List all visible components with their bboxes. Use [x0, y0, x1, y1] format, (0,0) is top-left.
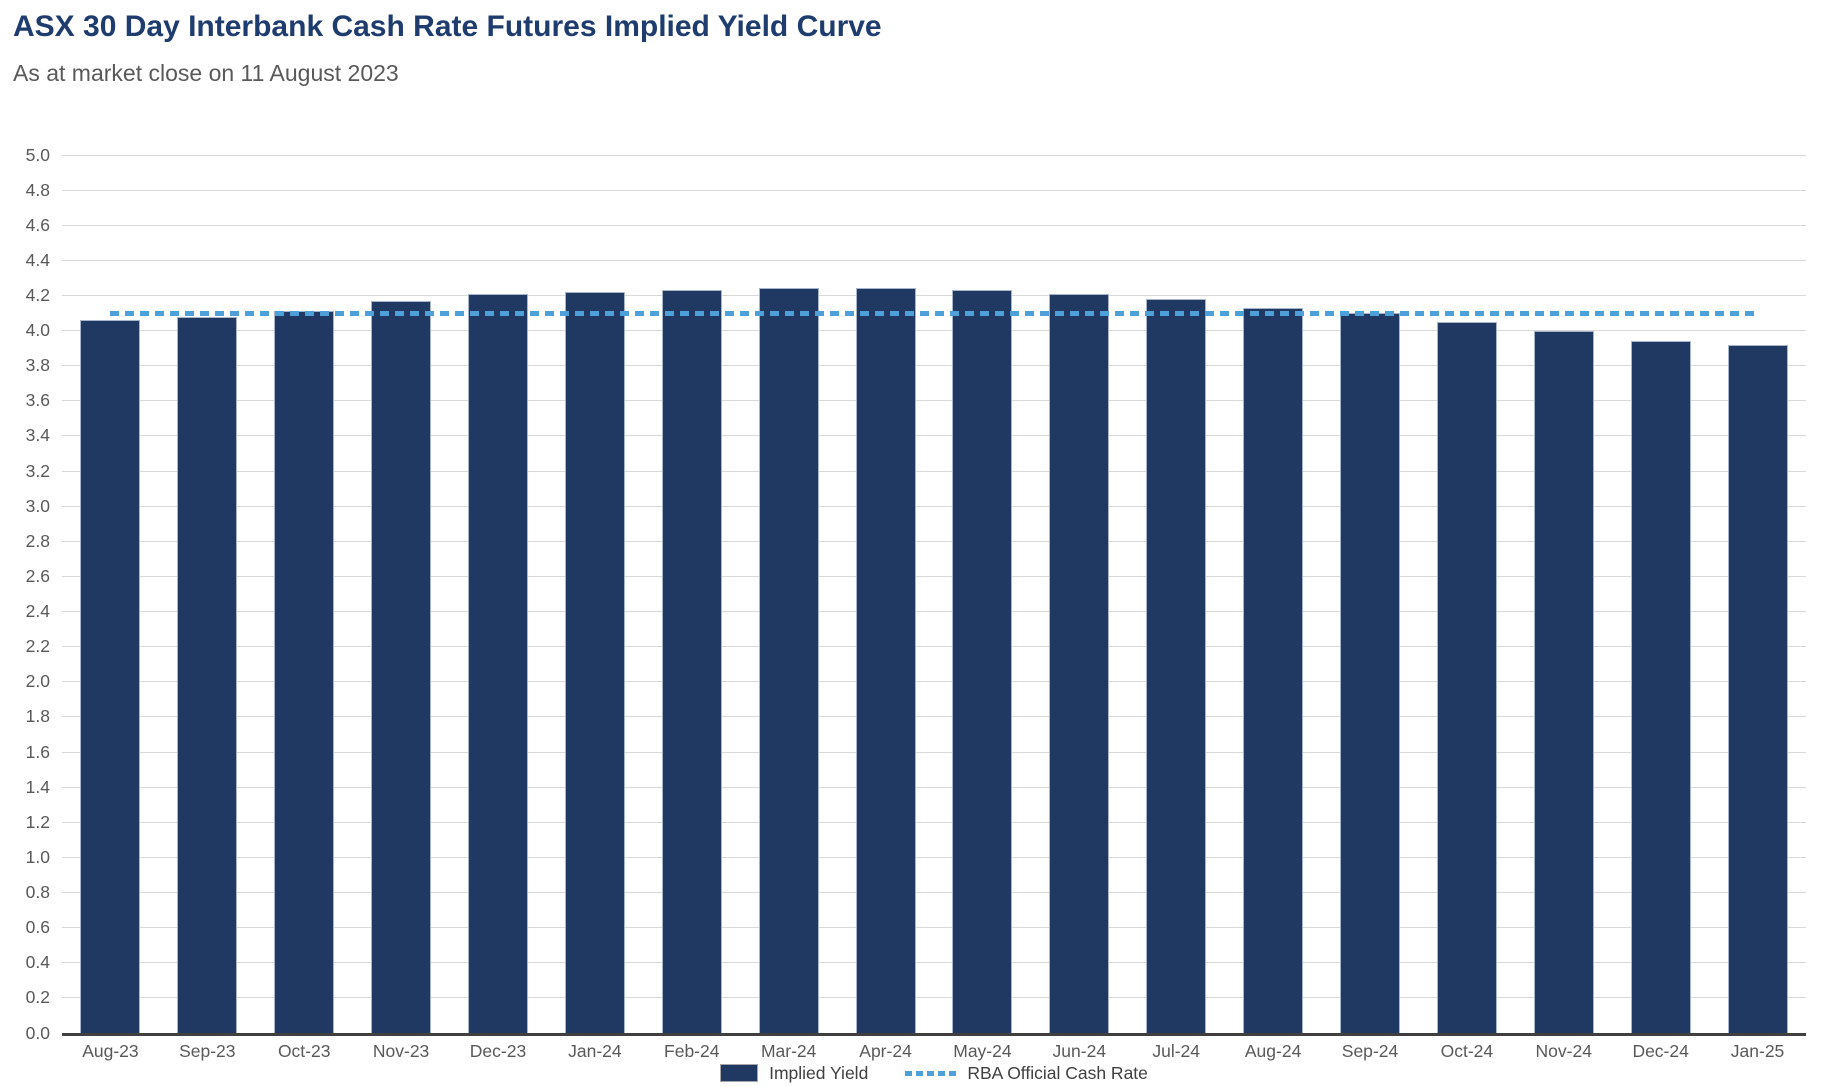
y-tick-label: 4.2: [25, 284, 50, 305]
x-tick-label: Jun-24: [1052, 1041, 1107, 1061]
x-tick-label: Oct-24: [1440, 1041, 1494, 1061]
bar-aug-24: [1243, 307, 1304, 1033]
x-tick-label: Aug-24: [1244, 1041, 1302, 1061]
x-tick-label: Sep-23: [179, 1041, 236, 1061]
bar-oct-24: [1436, 321, 1497, 1033]
y-tick-label: 2.0: [25, 671, 50, 692]
bar-dec-23: [468, 293, 528, 1033]
bar-oct-23: [274, 311, 335, 1033]
rba-cash-rate-line: [110, 310, 1758, 316]
gridline: [62, 540, 1806, 542]
y-axis: 0.0 0.2 0.4 0.6 0.8 1.0 1.2 1.4 1.6 1.8 2.0 2.2 2.4 2…: [0, 146, 50, 1041]
y-tick-label: 1.0: [25, 846, 50, 867]
y-tick-label: 4.0: [25, 319, 50, 340]
chart-subtitle: As at market close on 11 August 2023: [13, 60, 399, 86]
y-tick-label: 3.8: [25, 354, 50, 375]
x-tick-label: Apr-24: [859, 1041, 912, 1061]
legend-label-rba: RBA Official Cash Rate: [967, 1062, 1148, 1083]
y-tick-label: 4.6: [25, 214, 50, 235]
gridline: [62, 716, 1806, 718]
gridline: [62, 294, 1806, 296]
x-tick-label: Feb-24: [664, 1041, 720, 1061]
bar-jan-25: [1727, 344, 1788, 1033]
y-tick-label: 3.0: [25, 495, 50, 516]
gridline: [62, 400, 1806, 402]
y-tick-label: 2.2: [25, 635, 50, 656]
bar-nov-23: [371, 300, 432, 1033]
bar-apr-24: [855, 288, 916, 1033]
x-tick-label: Sep-24: [1341, 1041, 1399, 1061]
gridline: [62, 575, 1806, 577]
y-tick-label: 3.6: [25, 390, 50, 411]
gridline: [62, 892, 1806, 894]
legend: Implied Yield RBA Official Cash Rate: [62, 1061, 1806, 1085]
x-axis: Aug-23 Sep-23 Oct-23 Nov-23 Dec-23 Jan-24 Feb-…: [62, 1041, 1806, 1063]
y-tick-label: 0.6: [25, 916, 50, 937]
legend-swatch-implied-yield: [720, 1064, 759, 1082]
y-tick-label: 2.4: [25, 600, 50, 621]
bar-feb-24: [661, 290, 722, 1033]
gridline: [62, 259, 1806, 261]
y-tick-label: 5.0: [25, 144, 50, 165]
gridline: [62, 505, 1806, 507]
gridline: [62, 962, 1806, 964]
y-tick-label: 1.4: [25, 776, 50, 797]
gridline: [62, 786, 1806, 788]
bar-jul-24: [1146, 299, 1207, 1033]
bar-mar-24: [758, 288, 819, 1033]
legend-label-implied-yield: Implied Yield: [769, 1062, 869, 1083]
gridline: [62, 365, 1806, 367]
bar-jun-24: [1049, 293, 1110, 1033]
bar-aug-23: [80, 320, 141, 1033]
gridline: [62, 470, 1806, 472]
y-tick-label: 0.8: [25, 881, 50, 902]
bar-jan-24: [564, 291, 625, 1033]
gridline: [62, 681, 1806, 683]
y-tick-label: 4.8: [25, 179, 50, 200]
y-tick-label: 3.2: [25, 460, 50, 481]
y-tick-label: 3.4: [25, 425, 50, 446]
x-tick-label: Jan-25: [1730, 1041, 1785, 1061]
bar-sep-23: [177, 316, 238, 1033]
gridline: [62, 224, 1806, 226]
y-tick-label: 0.2: [25, 987, 50, 1008]
x-tick-label: Jan-24: [568, 1041, 622, 1061]
bar-nov-24: [1533, 330, 1594, 1033]
y-tick-label: 2.8: [25, 530, 50, 551]
gridline: [62, 927, 1806, 929]
x-tick-label: Nov-24: [1535, 1041, 1592, 1061]
x-tick-label: Mar-24: [760, 1041, 817, 1061]
bar-may-24: [952, 290, 1013, 1033]
gridline: [62, 611, 1806, 613]
gridline: [62, 856, 1806, 858]
y-tick-label: 1.6: [25, 741, 50, 762]
x-tick-label: Dec-24: [1632, 1041, 1689, 1061]
chart-title: ASX 30 Day Interbank Cash Rate Futures I…: [13, 10, 882, 43]
gridline: [62, 330, 1806, 332]
y-tick-label: 2.6: [25, 565, 50, 586]
y-tick-label: 0.0: [25, 1022, 50, 1043]
gridline: [62, 189, 1806, 191]
x-tick-label: Aug-23: [82, 1041, 139, 1061]
x-tick-label: Jul-24: [1152, 1041, 1201, 1061]
y-tick-label: 1.8: [25, 706, 50, 727]
gridline: [62, 435, 1806, 437]
x-tick-label: Oct-23: [277, 1041, 331, 1061]
bar-dec-24: [1630, 341, 1691, 1033]
legend-dash-rba-icon: [905, 1070, 957, 1076]
y-tick-label: 4.4: [25, 249, 50, 270]
gridline: [62, 751, 1806, 753]
gridline: [62, 821, 1806, 823]
gridline: [62, 646, 1806, 648]
bar-sep-24: [1340, 313, 1400, 1033]
x-tick-label: Dec-23: [469, 1041, 527, 1061]
plot-area: [62, 154, 1806, 1036]
y-tick-label: 0.4: [25, 952, 50, 973]
gridline: [62, 154, 1806, 156]
y-tick-label: 1.2: [25, 811, 50, 832]
x-tick-label: May-24: [953, 1041, 1012, 1061]
gridline: [62, 997, 1806, 999]
x-tick-label: Nov-23: [372, 1041, 430, 1061]
